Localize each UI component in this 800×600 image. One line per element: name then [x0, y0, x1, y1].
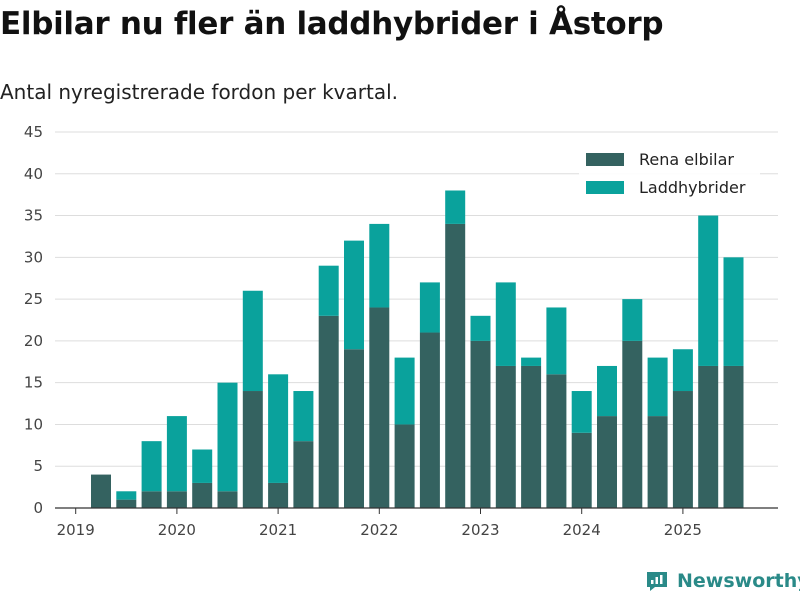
bar-rena-elbilar	[217, 491, 238, 508]
bar-laddhybrider	[495, 282, 516, 366]
x-tick-label: 2023	[461, 521, 499, 539]
bar-laddhybrider	[672, 349, 693, 392]
bar-rena-elbilar	[571, 432, 592, 508]
bar-rena-elbilar	[419, 332, 440, 508]
bar-rena-elbilar	[622, 340, 643, 508]
bar-rena-elbilar	[521, 365, 542, 508]
bar-rena-elbilar	[369, 307, 390, 508]
bar-rena-elbilar	[495, 365, 516, 508]
bar-rena-elbilar	[546, 374, 567, 508]
bar-laddhybrider	[369, 223, 390, 308]
y-tick-label: 5	[33, 457, 43, 475]
chart-subtitle: Antal nyregistrerade fordon per kvartal.	[0, 80, 399, 104]
bar-laddhybrider	[470, 315, 491, 341]
bar-rena-elbilar	[723, 365, 744, 508]
chart-title: Elbilar nu fler än laddhybrider i Åstorp	[0, 6, 664, 42]
bar-rena-elbilar	[647, 416, 668, 508]
newsworthy-logo: Newsworthy	[645, 569, 800, 593]
y-tick-label: 10	[24, 415, 43, 433]
bar-laddhybrider	[394, 357, 415, 425]
legend-swatch	[586, 153, 624, 166]
bar-rena-elbilar	[91, 474, 111, 508]
bar-laddhybrider	[141, 441, 162, 492]
bar-rena-elbilar	[470, 340, 491, 508]
bar-rena-elbilar	[698, 365, 719, 508]
bar-laddhybrider	[546, 307, 567, 375]
y-tick-label: 45	[24, 123, 43, 141]
legend-label: Laddhybrider	[639, 178, 746, 197]
bar-laddhybrider	[445, 190, 466, 224]
bar-laddhybrider	[217, 382, 238, 492]
bar-rena-elbilar	[141, 491, 162, 508]
x-tick-label: 2025	[664, 521, 702, 539]
bar-rena-elbilar	[242, 391, 263, 508]
x-tick-label: 2020	[158, 521, 196, 539]
bar-laddhybrider	[268, 374, 289, 483]
bar-laddhybrider	[723, 257, 744, 366]
bar-rena-elbilar	[166, 491, 187, 508]
x-tick-label: 2021	[259, 521, 297, 539]
bar-laddhybrider	[166, 416, 187, 492]
bar-rena-elbilar	[394, 424, 415, 508]
bar-laddhybrider	[571, 391, 592, 433]
bar-laddhybrider	[419, 282, 440, 333]
bar-rena-elbilar	[597, 416, 617, 508]
y-tick-label: 30	[24, 248, 43, 266]
bar-laddhybrider	[242, 290, 263, 392]
bar-rena-elbilar	[268, 482, 289, 508]
bar-rena-elbilar	[445, 223, 466, 508]
bar-rena-elbilar	[116, 499, 137, 508]
bar-rena-elbilar	[672, 391, 693, 508]
legend-label: Rena elbilar	[639, 150, 734, 169]
bar-rena-elbilar	[192, 482, 213, 508]
legend-swatch	[586, 181, 624, 194]
x-tick-label: 2019	[57, 521, 95, 539]
bar-laddhybrider	[318, 265, 339, 316]
newsworthy-logo-icon	[647, 572, 667, 591]
y-tick-label: 0	[33, 499, 43, 517]
y-tick-label: 15	[24, 374, 43, 392]
bar-laddhybrider	[192, 449, 213, 483]
bar-laddhybrider	[116, 491, 137, 500]
bar-rena-elbilar	[344, 349, 364, 508]
y-tick-label: 20	[24, 332, 43, 350]
bar-rena-elbilar	[318, 315, 339, 508]
y-tick-label: 40	[24, 165, 43, 183]
bar-laddhybrider	[521, 357, 542, 366]
bar-rena-elbilar	[293, 441, 314, 508]
newsworthy-logo-text: Newsworthy	[677, 570, 800, 592]
y-tick-label: 25	[24, 290, 43, 308]
x-tick-label: 2022	[360, 521, 398, 539]
y-tick-label: 35	[24, 207, 43, 225]
bar-laddhybrider	[622, 299, 643, 341]
bar-laddhybrider	[597, 365, 617, 417]
bar-laddhybrider	[647, 357, 668, 417]
x-tick-label: 2024	[563, 521, 601, 539]
bar-laddhybrider	[293, 391, 314, 442]
bar-laddhybrider	[698, 215, 719, 366]
bar-laddhybrider	[344, 240, 364, 350]
